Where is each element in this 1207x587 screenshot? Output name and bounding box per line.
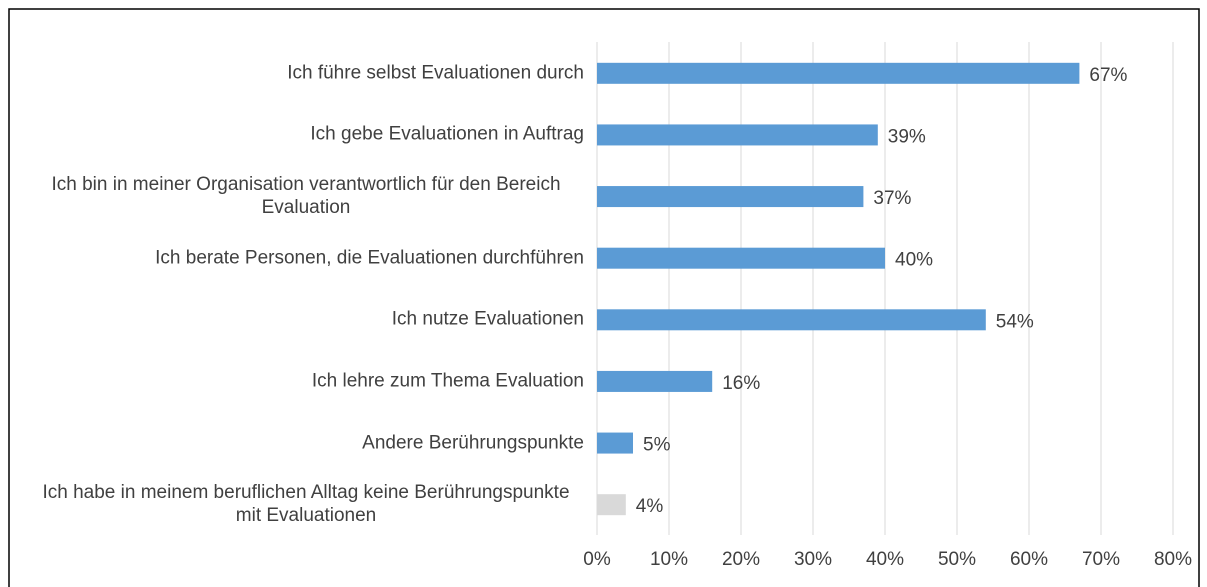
y-tick-label: Ich gebe Evaluationen in Auftrag xyxy=(28,123,584,146)
x-tick-label: 70% xyxy=(1082,549,1120,570)
y-tick-label: Ich bin in meiner Organisation verantwor… xyxy=(28,173,584,219)
x-tick-label: 30% xyxy=(794,549,832,570)
bar xyxy=(597,309,986,331)
x-tick-label: 40% xyxy=(866,549,904,570)
bar xyxy=(597,62,1080,84)
y-tick-label: Ich lehre zum Thema Evaluation xyxy=(28,369,584,392)
y-tick-label-text: Ich nutze Evaluationen xyxy=(391,308,584,330)
data-label: 40% xyxy=(895,250,933,271)
bar xyxy=(597,186,864,208)
x-tick-label: 80% xyxy=(1154,549,1192,570)
y-tick-label: Ich habe in meinem beruflichen Alltag ke… xyxy=(28,481,584,527)
bar xyxy=(597,494,626,516)
bar xyxy=(597,432,633,454)
x-tick-label: 10% xyxy=(650,549,688,570)
y-tick-label-text: Ich berate Personen, die Evaluationen du… xyxy=(155,247,584,269)
y-tick-label: Andere Berührungspunkte xyxy=(28,431,584,454)
bar xyxy=(597,124,878,146)
y-tick-label-text: Ich führe selbst Evaluationen durch xyxy=(287,62,584,84)
bar xyxy=(597,247,885,269)
data-label: 67% xyxy=(1089,65,1127,86)
y-tick-label: Ich nutze Evaluationen xyxy=(28,308,584,331)
data-label: 54% xyxy=(996,311,1034,332)
y-tick-label: Ich führe selbst Evaluationen durch xyxy=(28,61,584,84)
data-label: 4% xyxy=(636,496,664,517)
x-tick-label: 20% xyxy=(722,549,760,570)
y-tick-label-text: Ich lehre zum Thema Evaluation xyxy=(311,370,584,392)
y-tick-label-text: Ich habe in meinem beruflichen Alltag ke… xyxy=(42,482,570,527)
x-tick-label: 50% xyxy=(938,549,976,570)
data-label: 39% xyxy=(888,126,926,147)
y-tick-label-text: Andere Berührungspunkte xyxy=(362,432,584,454)
x-tick-label: 60% xyxy=(1010,549,1048,570)
data-label: 16% xyxy=(722,373,760,394)
chart-border xyxy=(8,8,1200,587)
x-tick-label: 0% xyxy=(583,549,611,570)
y-tick-label-text: Ich bin in meiner Organisation verantwor… xyxy=(51,174,561,219)
y-tick-label: Ich berate Personen, die Evaluationen du… xyxy=(28,246,584,269)
y-tick-label-text: Ich gebe Evaluationen in Auftrag xyxy=(310,123,584,145)
bar xyxy=(597,370,713,392)
data-label: 37% xyxy=(873,188,911,209)
data-label: 5% xyxy=(643,435,671,456)
